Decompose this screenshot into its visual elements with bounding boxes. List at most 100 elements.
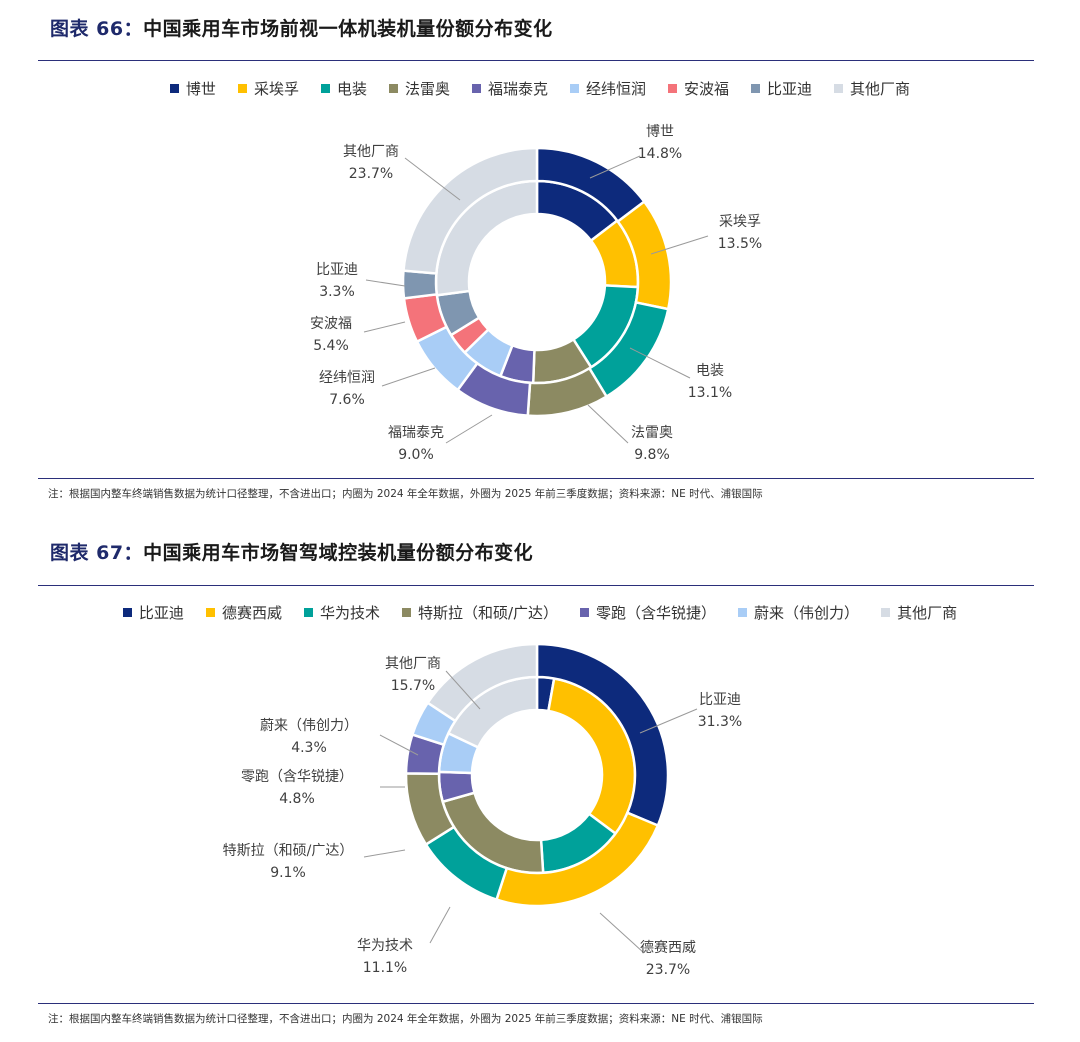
leader-line: [650, 235, 709, 255]
data-label-value: 11.1%: [363, 960, 407, 976]
data-label-name: 蔚来（伟创力）: [260, 718, 358, 734]
legend-swatch: [401, 608, 411, 617]
legend-label: 比亚迪: [767, 80, 813, 98]
data-label-name: 德赛西威: [640, 940, 696, 956]
outer-ring-slice: [402, 146, 539, 275]
legend-label: 零跑（含华锐捷）: [596, 604, 717, 622]
legend-label: 安波福: [684, 80, 730, 98]
figure-title-text: 中国乘用车市场智驾域控装机量份额分布变化: [143, 542, 534, 564]
legend-item: 福瑞泰克: [471, 78, 548, 99]
figure-number: 图表 66：: [50, 18, 144, 40]
data-label-name: 比亚迪: [316, 262, 358, 278]
leader-line: [445, 670, 481, 710]
double-donut-chart: 比亚迪 31.3% 德赛西威 23.7% 华为技术 11.1% 特斯拉（和硕/广达） 9.1%…: [223, 642, 742, 978]
legend-swatch: [738, 608, 748, 617]
legend-label: 蔚来（伟创力）: [754, 604, 860, 622]
legend-item: 其他厂商: [834, 78, 910, 99]
double-donut-chart: 博世 14.8% 采埃孚 13.5% 电装 13.1% 法雷奥 9.8% 福瑞泰克 9.0% 经纬恒…: [310, 123, 762, 463]
legend-swatch: [751, 84, 761, 93]
legend-swatch: [471, 84, 481, 93]
legend: 比亚迪 德赛西威 华为技术 特斯拉（和硕/广达） 零跑（含华锐捷） 蔚来（伟创力） 其他厂商: [0, 602, 1080, 623]
legend-swatch: [668, 84, 678, 93]
legend-label: 华为技术: [319, 604, 380, 622]
legend-item: 特斯拉（和硕/广达）: [401, 602, 559, 623]
data-label-value: 31.3%: [698, 714, 742, 730]
data-label-name: 福瑞泰克: [388, 425, 444, 441]
data-label-value: 9.8%: [634, 447, 670, 463]
leader-line: [587, 404, 629, 444]
data-label-value: 4.8%: [279, 791, 315, 807]
data-label-name: 其他厂商: [385, 656, 441, 672]
legend-swatch: [320, 84, 330, 93]
leader-line: [379, 734, 419, 756]
data-label-value: 15.7%: [391, 678, 435, 694]
legend-item: 法雷奥: [388, 78, 450, 99]
leader-line: [445, 414, 493, 444]
leader-line: [363, 849, 406, 858]
data-label-name: 安波福: [310, 316, 352, 332]
leader-line: [629, 347, 691, 379]
legend-item: 德赛西威: [205, 602, 282, 623]
legend-item: 华为技术: [303, 602, 380, 623]
note-rule: [38, 478, 1034, 479]
figure-title-text: 中国乘用车市场前视一体机装机量份额分布变化: [143, 18, 553, 40]
leader-line: [404, 157, 461, 201]
legend-label: 电装: [336, 80, 367, 98]
leader-line: [639, 708, 698, 734]
data-label-value: 3.3%: [319, 284, 355, 300]
leader-line: [429, 906, 451, 944]
legend-label: 德赛西威: [221, 604, 282, 622]
figure-66: 图表 66：中国乘用车市场前视一体机装机量份额分布变化 博世 采埃孚 电装 法雷奥 福瑞…: [0, 0, 1080, 510]
legend-item: 采埃孚: [237, 78, 299, 99]
figure-title: 图表 66：中国乘用车市场前视一体机装机量份额分布变化: [50, 14, 553, 41]
data-label-value: 23.7%: [646, 962, 690, 978]
legend-item: 安波福: [668, 78, 729, 99]
legend-swatch: [580, 608, 590, 617]
data-label-name: 博世: [646, 123, 674, 140]
data-label-value: 13.5%: [718, 236, 762, 252]
source-note: 注：根据国内整车终端销售数据为统计口径整理，不含进出口；内圈为 2024 年全年…: [48, 1013, 763, 1025]
legend-swatch: [881, 608, 891, 617]
legend-label: 法雷奥: [404, 80, 450, 98]
legend-item: 蔚来（伟创力）: [738, 602, 859, 623]
legend-label: 福瑞泰克: [487, 80, 548, 98]
data-label-value: 5.4%: [313, 338, 349, 354]
legend-swatch: [388, 84, 398, 93]
data-label-name: 其他厂商: [343, 144, 399, 160]
data-label-name: 电装: [696, 363, 724, 379]
legend-label: 特斯拉（和硕/广达）: [417, 604, 559, 622]
legend-item: 比亚迪: [751, 78, 812, 99]
note-rule: [38, 1003, 1034, 1004]
legend-swatch: [570, 84, 579, 93]
data-label-name: 比亚迪: [699, 692, 741, 708]
legend-swatch: [122, 608, 132, 617]
leader-line: [381, 367, 436, 387]
legend-item: 零跑（含华锐捷）: [580, 602, 716, 623]
data-label-name: 采埃孚: [719, 214, 761, 230]
title-rule: [38, 60, 1034, 61]
data-label-name: 法雷奥: [631, 424, 673, 441]
title-rule: [38, 585, 1034, 586]
leader-line: [365, 279, 406, 287]
legend-label: 经纬恒润: [586, 80, 647, 98]
legend-item: 其他厂商: [881, 602, 957, 623]
legend-swatch: [834, 84, 844, 93]
data-label-name: 特斯拉（和硕/广达）: [223, 843, 354, 859]
figure-67: 图表 67：中国乘用车市场智驾域控装机量份额分布变化 比亚迪 德赛西威 华为技术 特斯…: [0, 530, 1080, 1042]
data-label-value: 4.3%: [291, 740, 327, 756]
leader-line: [599, 912, 645, 954]
legend-swatch: [169, 84, 179, 93]
data-label-value: 14.8%: [638, 146, 682, 162]
legend-swatch: [303, 608, 313, 617]
legend-swatch: [205, 608, 215, 617]
source-note: 注：根据国内整车终端销售数据为统计口径整理，不含进出口；内圈为 2024 年全年…: [48, 488, 763, 500]
data-label-name: 华为技术: [357, 938, 413, 954]
legend-item: 博世: [169, 78, 216, 99]
data-label-value: 23.7%: [349, 166, 393, 182]
legend-label: 其他厂商: [897, 604, 958, 622]
data-label-value: 13.1%: [688, 385, 732, 401]
data-label-value: 7.6%: [329, 392, 365, 408]
legend-label: 博世: [185, 80, 216, 98]
figure-number: 图表 67：: [50, 542, 144, 564]
legend-label: 其他厂商: [850, 80, 911, 98]
